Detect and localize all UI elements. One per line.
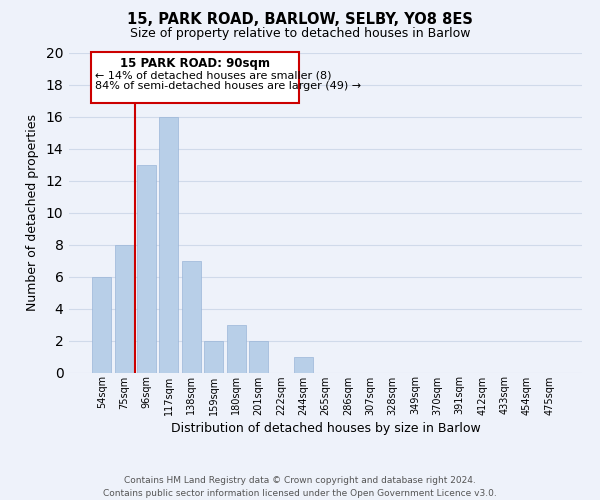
Bar [249,340,268,372]
Text: ← 14% of detached houses are smaller (8): ← 14% of detached houses are smaller (8) [95,70,332,80]
Bar [91,52,299,103]
Bar [227,324,245,372]
Text: Contains HM Land Registry data © Crown copyright and database right 2024.
Contai: Contains HM Land Registry data © Crown c… [103,476,497,498]
Y-axis label: Number of detached properties: Number of detached properties [26,114,39,311]
Text: 15 PARK ROAD: 90sqm: 15 PARK ROAD: 90sqm [119,58,269,70]
Bar [182,260,201,372]
Bar [137,164,156,372]
Bar [293,356,313,372]
Text: Size of property relative to detached houses in Barlow: Size of property relative to detached ho… [130,28,470,40]
Text: 15, PARK ROAD, BARLOW, SELBY, YO8 8ES: 15, PARK ROAD, BARLOW, SELBY, YO8 8ES [127,12,473,28]
Text: 84% of semi-detached houses are larger (49) →: 84% of semi-detached houses are larger (… [95,82,361,92]
Bar [115,244,134,372]
Bar [92,276,112,372]
Bar [204,340,223,372]
Bar [160,116,178,372]
X-axis label: Distribution of detached houses by size in Barlow: Distribution of detached houses by size … [170,422,481,434]
